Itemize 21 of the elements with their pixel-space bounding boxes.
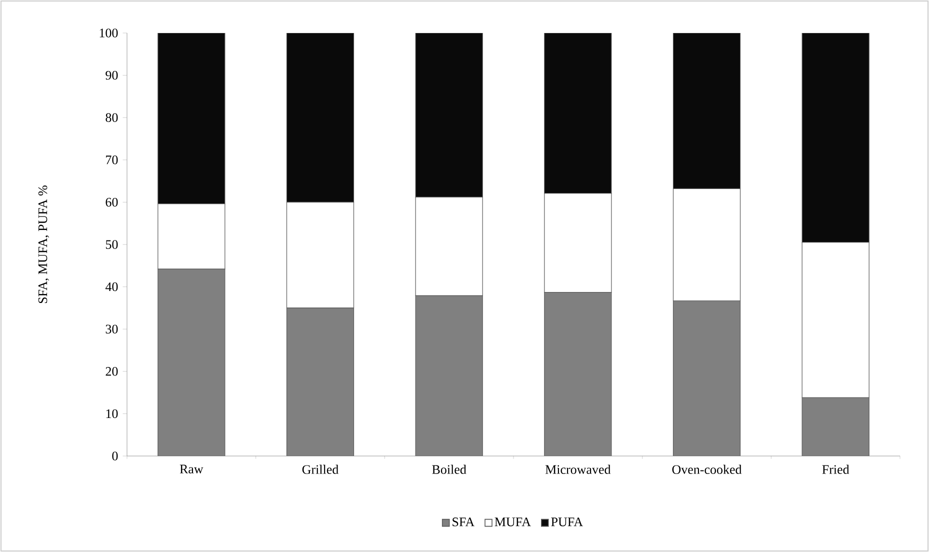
y-tick-label: 0 — [112, 452, 118, 460]
legend-label: MUFA — [494, 518, 531, 526]
y-tick-label: 90 — [106, 70, 118, 80]
legend-label: PUFA — [551, 518, 583, 526]
y-tick-label: 70 — [106, 156, 118, 164]
x-tick-label: Raw — [180, 464, 204, 474]
y-tick-label: 20 — [106, 367, 118, 376]
y-tick-label: 10 — [106, 409, 118, 418]
x-tick-label: Microwaved — [545, 464, 611, 474]
legend-label: SFA — [452, 518, 475, 526]
x-tick-label: Oven-cooked — [672, 464, 742, 474]
x-tick-label: Boiled — [432, 464, 466, 474]
y-axis-title: SFA, MUFA, PUFA % — [38, 186, 50, 304]
y-tick-label: 60 — [106, 198, 118, 207]
y-tick-label: 80 — [106, 113, 118, 122]
y-tick-label: 40 — [105, 282, 118, 292]
y-tick-label: 100 — [100, 28, 118, 38]
x-tick-label: Grilled — [302, 464, 339, 474]
y-tick-label: 50 — [106, 240, 118, 249]
y-tick-label: 30 — [106, 324, 118, 334]
x-tick-label: Fried — [822, 464, 850, 474]
